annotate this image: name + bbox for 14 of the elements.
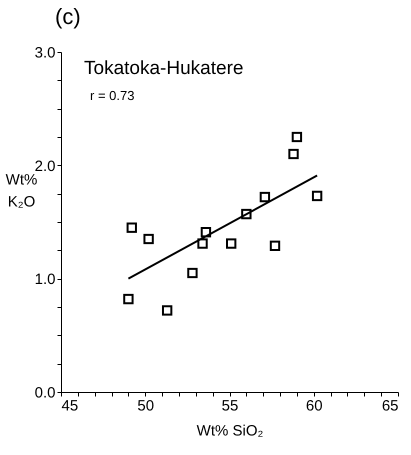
x-tick-label: 55 — [222, 398, 238, 414]
chart-title: (c) — [55, 4, 81, 29]
x-tick-label: 45 — [62, 398, 78, 414]
annotation: r = 0.73 — [90, 88, 134, 103]
x-tick-label: 65 — [382, 398, 398, 414]
x-axis-title: Wt% SiO₂ — [196, 422, 264, 440]
y-tick-label: 1.0 — [34, 271, 56, 288]
x-tick-label: 50 — [137, 398, 154, 414]
y-tick-label: 3.0 — [34, 44, 56, 62]
y-tick-label: 2.0 — [34, 158, 56, 175]
annotation: Tokatoka-Hukatere — [84, 58, 244, 79]
y-axis-title: Wt% K₂O — [6, 172, 38, 210]
x-tick-label: 60 — [306, 398, 323, 414]
y-tick-label: 0.0 — [34, 384, 56, 402]
